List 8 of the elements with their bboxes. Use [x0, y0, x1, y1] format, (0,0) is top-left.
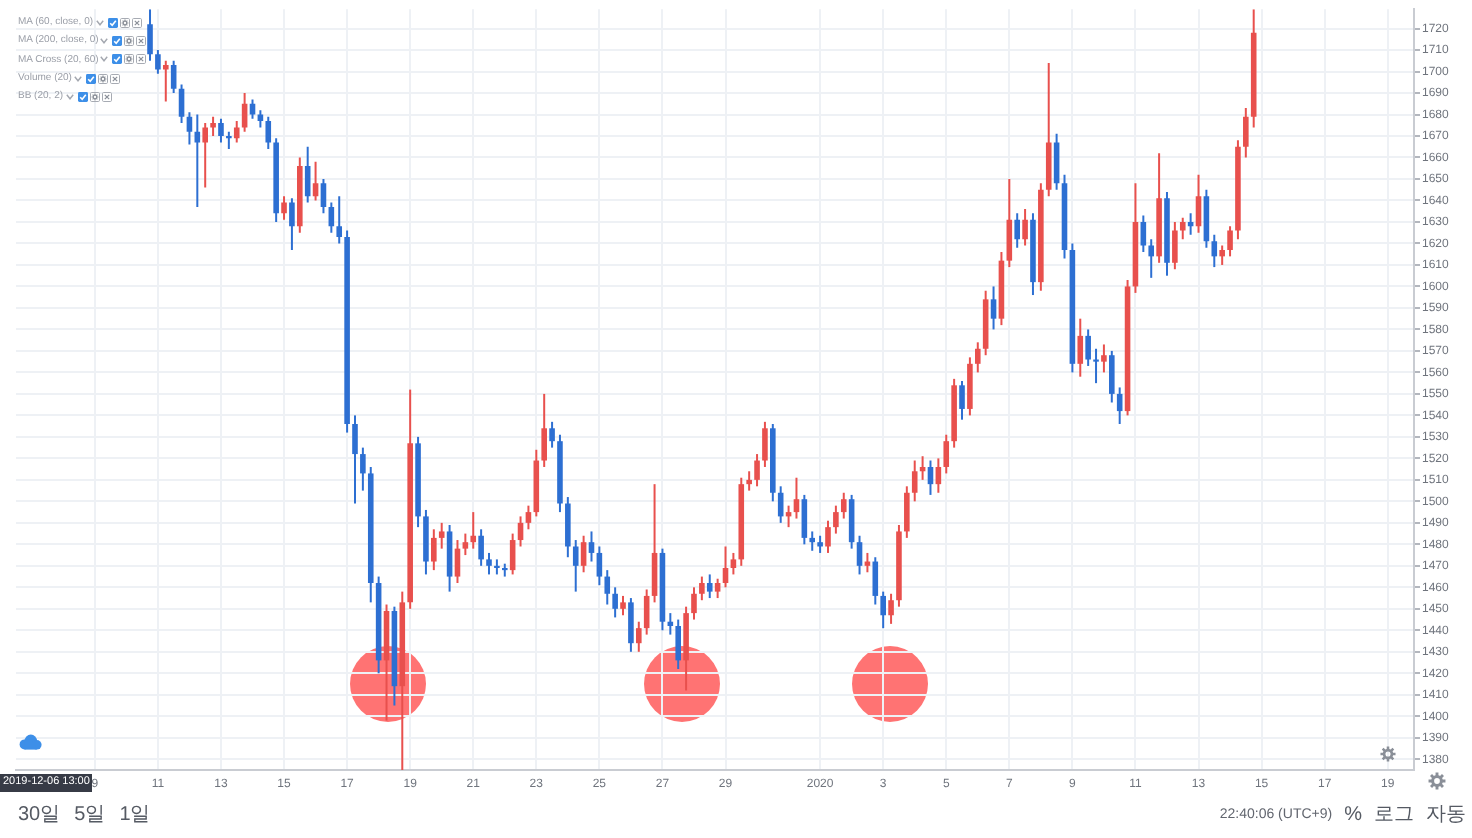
- candlestick: [1093, 348, 1099, 384]
- text: 1일: [119, 802, 151, 828]
- candlestick: [162, 60, 169, 102]
- text: 30일: [18, 802, 61, 828]
- text: 5일: [74, 802, 106, 828]
- text: 자동: [1426, 802, 1466, 828]
- text: %: [1344, 802, 1362, 828]
- text: 로그: [1374, 802, 1414, 828]
